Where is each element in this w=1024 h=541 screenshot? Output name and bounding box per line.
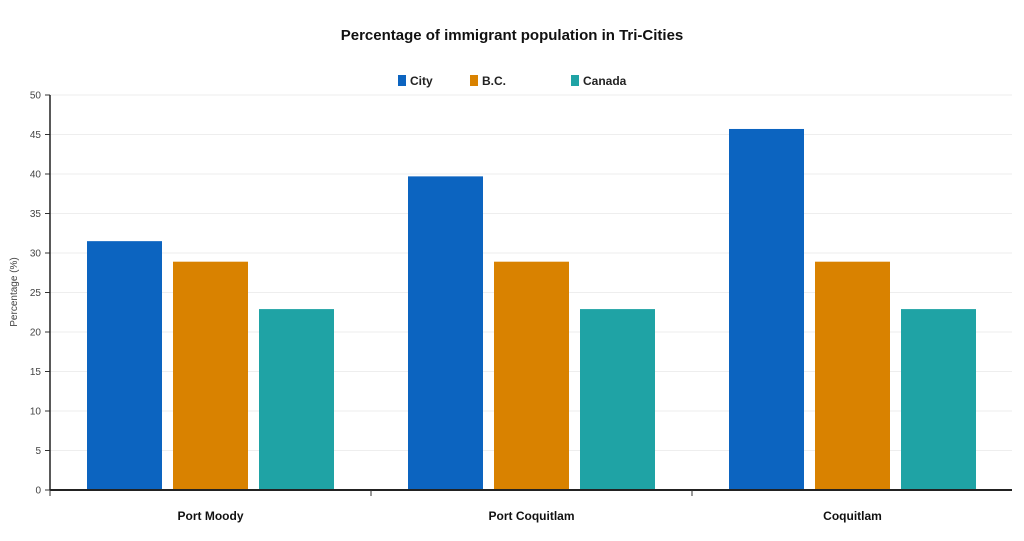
x-category-label: Port Coquitlam — [489, 509, 575, 523]
bar-city-port-moody — [87, 241, 162, 490]
bar-canada-port-coquitlam — [580, 309, 655, 490]
y-tick-label: 15 — [30, 367, 42, 378]
bar-city-coquitlam — [729, 128, 804, 490]
y-tick-label: 50 — [30, 91, 42, 102]
y-tick-label: 5 — [35, 446, 41, 457]
bar-bc-port-coquitlam — [494, 261, 569, 490]
x-category-label: Port Moody — [178, 509, 244, 523]
y-tick-label: 20 — [30, 328, 42, 339]
x-category-label: Coquitlam — [823, 509, 882, 523]
legend-label: B.C. — [482, 74, 506, 88]
y-tick-label: 30 — [30, 249, 42, 260]
y-tick-label: 45 — [30, 130, 42, 141]
y-axis-label: Percentage (%) — [9, 257, 20, 326]
y-tick-label: 0 — [35, 486, 41, 497]
bar-city-port-coquitlam — [408, 176, 483, 490]
axes: 0 5 10 15 20 25 30 35 40 45 50 Port Moody Port Coqui… — [30, 91, 1012, 523]
y-tick-label: 10 — [30, 407, 42, 418]
bar-canada-port-moody — [259, 309, 334, 490]
legend-swatch — [571, 75, 579, 86]
legend-swatch — [398, 75, 406, 86]
chart-title: Percentage of immigrant population in Tr… — [341, 27, 684, 44]
legend-label: City — [410, 74, 433, 88]
y-tick-label: 35 — [30, 209, 42, 220]
bars — [87, 128, 976, 490]
y-tick-label: 25 — [30, 288, 42, 299]
y-tick-label: 40 — [30, 170, 42, 181]
legend-swatch — [470, 75, 478, 86]
bar-canada-coquitlam — [901, 309, 976, 490]
legend: City B.C. Canada — [398, 74, 627, 88]
legend-label: Canada — [583, 74, 627, 88]
bar-bc-coquitlam — [815, 261, 890, 490]
bar-bc-port-moody — [173, 261, 248, 490]
